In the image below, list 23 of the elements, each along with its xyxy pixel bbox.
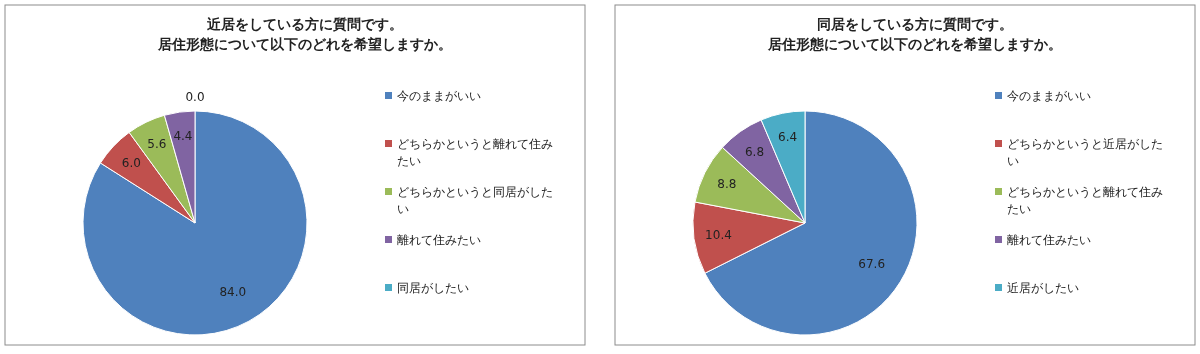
data-label: 4.4 (173, 129, 193, 144)
legend-label: 離れて住みたい (397, 233, 481, 247)
legend-label: 近居がしたい (1007, 281, 1079, 295)
data-label: 67.6 (858, 257, 886, 272)
legend-label: どちらかというと離れて住みたい (1007, 185, 1163, 216)
pie-slice (82, 110, 308, 336)
legend-label: どちらかというと同居がしたい (397, 185, 553, 216)
data-label: 8.8 (717, 176, 737, 191)
data-label: 6.8 (745, 144, 765, 159)
legend-label: どちらかというと近居がしたい (1007, 137, 1163, 168)
legend-label: 今のままがいい (397, 89, 481, 103)
legend-label: 離れて住みたい (1007, 233, 1091, 247)
legend-label: 同居がしたい (397, 281, 469, 295)
data-label: 6.0 (121, 156, 141, 171)
chart-title: 同居をしている方に質問です。居住形態について以下のどれを希望しますか。 (767, 16, 1062, 52)
text: 0.0 (185, 90, 205, 104)
chart-title: 近居をしている方に質問です。居住形態について以下のどれを希望しますか。 (157, 16, 452, 52)
data-label: 10.4 (705, 228, 732, 243)
data-label: 84.0 (219, 284, 247, 299)
data-label: 6.4 (778, 130, 798, 145)
legend-label: どちらかというと離れて住みたい (397, 137, 553, 168)
legend-label: 今のままがいい (1007, 89, 1091, 103)
data-label: 5.6 (147, 137, 167, 152)
